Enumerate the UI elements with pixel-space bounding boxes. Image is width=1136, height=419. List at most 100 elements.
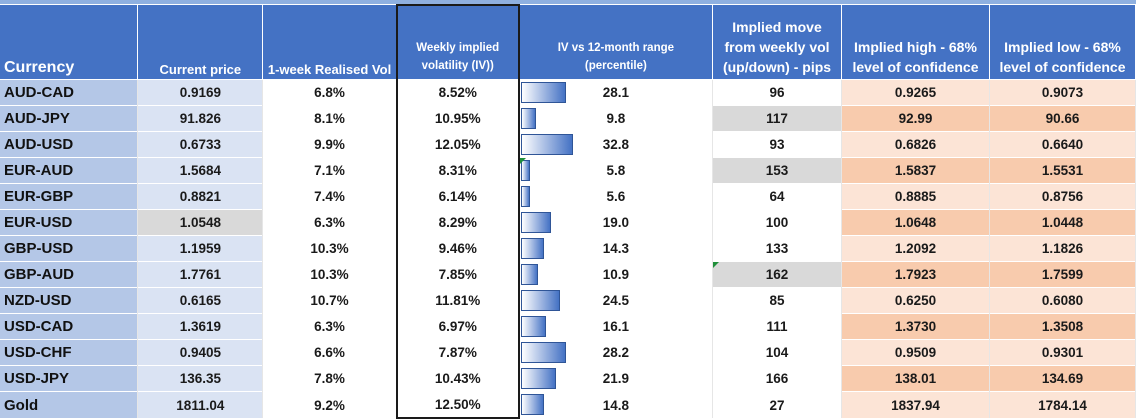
cell-iv-percentile[interactable]: 16.1 [518,313,714,340]
header-currency[interactable]: Currency [0,5,139,80]
header-implied-high[interactable]: Implied high - 68% level of confidence [841,5,990,80]
cell-weekly-implied-vol[interactable]: 11.81% [395,287,520,314]
cell-current-price[interactable]: 0.9169 [137,79,264,106]
cell-realised-vol[interactable]: 10.3% [262,235,398,262]
cell-realised-vol[interactable]: 7.4% [262,183,398,210]
cell-implied-move[interactable]: 153 [712,157,842,184]
cell-current-price[interactable]: 1.5684 [137,157,264,184]
cell-implied-low[interactable]: 0.9073 [989,79,1136,106]
cell-realised-vol[interactable]: 7.1% [262,157,398,184]
cell-realised-vol[interactable]: 10.7% [262,287,398,314]
cell-current-price[interactable]: 1.7761 [137,261,264,288]
cell-currency[interactable]: Gold [0,391,139,418]
cell-current-price[interactable]: 1.0548 [137,209,264,236]
cell-implied-move[interactable]: 64 [712,183,842,210]
cell-implied-low[interactable]: 1784.14 [989,391,1136,418]
cell-realised-vol[interactable]: 7.8% [262,365,398,392]
cell-weekly-implied-vol[interactable]: 10.43% [395,365,520,392]
cell-realised-vol[interactable]: 6.3% [262,209,398,236]
cell-realised-vol[interactable]: 6.6% [262,339,398,366]
cell-implied-move[interactable]: 27 [712,391,842,418]
cell-implied-low[interactable]: 90.66 [989,105,1136,132]
cell-implied-low[interactable]: 1.5531 [989,157,1136,184]
cell-currency[interactable]: EUR-USD [0,209,139,236]
cell-realised-vol[interactable]: 9.9% [262,131,398,158]
cell-iv-percentile[interactable]: 21.9 [518,365,714,392]
cell-implied-low[interactable]: 0.6640 [989,131,1136,158]
cell-implied-low[interactable]: 134.69 [989,365,1136,392]
cell-weekly-implied-vol[interactable]: 8.52% [395,79,520,106]
cell-implied-low[interactable]: 0.8756 [989,183,1136,210]
cell-iv-percentile[interactable]: 5.6 [518,183,714,210]
cell-weekly-implied-vol[interactable]: 6.14% [395,183,520,210]
cell-implied-move[interactable]: 166 [712,365,842,392]
cell-implied-high[interactable]: 92.99 [841,105,990,132]
header-realised-vol[interactable]: 1-week Realised Vol [262,5,398,80]
cell-realised-vol[interactable]: 8.1% [262,105,398,132]
cell-implied-high[interactable]: 1.0648 [841,209,990,236]
cell-implied-high[interactable]: 1.3730 [841,313,990,340]
cell-realised-vol[interactable]: 6.8% [262,79,398,106]
cell-weekly-implied-vol[interactable]: 7.87% [395,339,520,366]
cell-iv-percentile[interactable]: 24.5 [518,287,714,314]
cell-iv-percentile[interactable]: 14.3 [518,235,714,262]
cell-implied-move[interactable]: 111 [712,313,842,340]
cell-implied-high[interactable]: 138.01 [841,365,990,392]
cell-weekly-implied-vol[interactable]: 7.85% [395,261,520,288]
cell-implied-move[interactable]: 162 [712,261,842,288]
cell-weekly-implied-vol[interactable]: 10.95% [395,105,520,132]
cell-iv-percentile[interactable]: 10.9 [518,261,714,288]
cell-implied-move[interactable]: 133 [712,235,842,262]
cell-implied-move[interactable]: 100 [712,209,842,236]
cell-weekly-implied-vol[interactable]: 12.50% [395,391,520,419]
cell-implied-low[interactable]: 1.3508 [989,313,1136,340]
header-weekly-implied-vol[interactable]: Weekly implied volatility (IV)) [395,4,520,80]
cell-implied-move[interactable]: 117 [712,105,842,132]
cell-iv-percentile[interactable]: 28.1 [518,79,714,106]
cell-realised-vol[interactable]: 9.2% [262,391,398,418]
cell-current-price[interactable]: 1.3619 [137,313,264,340]
cell-implied-low[interactable]: 0.6080 [989,287,1136,314]
cell-current-price[interactable]: 0.6165 [137,287,264,314]
cell-current-price[interactable]: 0.6733 [137,131,264,158]
cell-implied-move[interactable]: 85 [712,287,842,314]
cell-iv-percentile[interactable]: 32.8 [518,131,714,158]
cell-weekly-implied-vol[interactable]: 8.29% [395,209,520,236]
cell-current-price[interactable]: 91.826 [137,105,264,132]
cell-implied-high[interactable]: 1.5837 [841,157,990,184]
cell-implied-low[interactable]: 1.1826 [989,235,1136,262]
cell-weekly-implied-vol[interactable]: 6.97% [395,313,520,340]
cell-implied-high[interactable]: 1837.94 [841,391,990,418]
cell-realised-vol[interactable]: 10.3% [262,261,398,288]
cell-implied-high[interactable]: 0.6250 [841,287,990,314]
cell-current-price[interactable]: 136.35 [137,365,264,392]
cell-iv-percentile[interactable]: 9.8 [518,105,714,132]
cell-current-price[interactable]: 1.1959 [137,235,264,262]
cell-currency[interactable]: AUD-JPY [0,105,139,132]
cell-current-price[interactable]: 1811.04 [137,391,264,418]
cell-iv-percentile[interactable]: 14.8 [518,391,714,418]
cell-implied-low[interactable]: 1.7599 [989,261,1136,288]
cell-implied-high[interactable]: 1.7923 [841,261,990,288]
cell-implied-high[interactable]: 0.9265 [841,79,990,106]
cell-implied-high[interactable]: 0.6826 [841,131,990,158]
cell-current-price[interactable]: 0.8821 [137,183,264,210]
cell-currency[interactable]: USD-JPY [0,365,139,392]
cell-currency[interactable]: USD-CHF [0,339,139,366]
cell-currency[interactable]: GBP-USD [0,235,139,262]
cell-realised-vol[interactable]: 6.3% [262,313,398,340]
cell-currency[interactable]: AUD-CAD [0,79,139,106]
cell-implied-high[interactable]: 0.9509 [841,339,990,366]
cell-weekly-implied-vol[interactable]: 8.31% [395,157,520,184]
header-current-price[interactable]: Current price [137,5,264,80]
cell-weekly-implied-vol[interactable]: 12.05% [395,131,520,158]
cell-currency[interactable]: EUR-GBP [0,183,139,210]
cell-iv-percentile[interactable]: 5.8 [518,157,714,184]
cell-currency[interactable]: EUR-AUD [0,157,139,184]
header-implied-move[interactable]: Implied move from weekly vol (up/down) -… [712,5,842,80]
cell-implied-move[interactable]: 104 [712,339,842,366]
header-iv-range-percentile[interactable]: IV vs 12-month range (percentile) [518,5,714,80]
cell-currency[interactable]: AUD-USD [0,131,139,158]
cell-currency[interactable]: USD-CAD [0,313,139,340]
cell-iv-percentile[interactable]: 19.0 [518,209,714,236]
